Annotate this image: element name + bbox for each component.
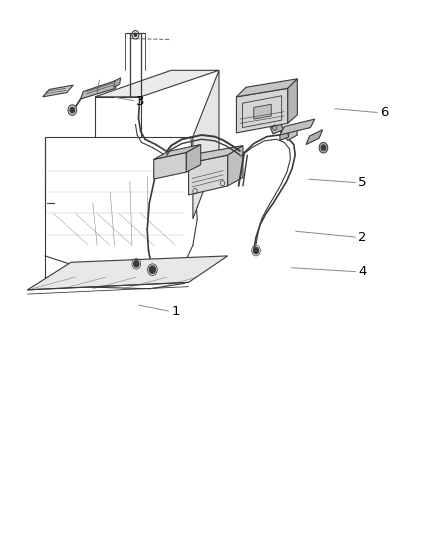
Polygon shape: [270, 123, 283, 134]
Polygon shape: [188, 155, 228, 195]
Polygon shape: [280, 127, 297, 140]
Polygon shape: [237, 79, 297, 97]
Circle shape: [319, 142, 328, 153]
Polygon shape: [280, 131, 289, 140]
Text: 6: 6: [380, 106, 389, 119]
Circle shape: [134, 261, 139, 267]
Polygon shape: [193, 70, 219, 219]
Polygon shape: [28, 256, 228, 290]
Circle shape: [68, 105, 77, 115]
Polygon shape: [280, 119, 315, 135]
Polygon shape: [254, 104, 271, 119]
Polygon shape: [43, 85, 73, 97]
Text: 4: 4: [358, 265, 367, 278]
Polygon shape: [95, 70, 219, 97]
Text: 1: 1: [171, 305, 180, 318]
Polygon shape: [154, 144, 201, 159]
Polygon shape: [114, 78, 120, 87]
Polygon shape: [288, 79, 297, 123]
Polygon shape: [306, 130, 322, 144]
Text: 2: 2: [358, 231, 367, 244]
Circle shape: [70, 108, 74, 113]
Circle shape: [149, 266, 155, 273]
Polygon shape: [188, 146, 243, 163]
Text: 3: 3: [136, 94, 145, 108]
Circle shape: [134, 33, 137, 36]
Circle shape: [253, 247, 258, 254]
Polygon shape: [228, 146, 243, 186]
Polygon shape: [81, 80, 118, 99]
Polygon shape: [237, 88, 288, 133]
Text: 5: 5: [358, 176, 367, 189]
Circle shape: [321, 145, 325, 150]
Polygon shape: [186, 144, 201, 172]
Polygon shape: [154, 152, 186, 179]
